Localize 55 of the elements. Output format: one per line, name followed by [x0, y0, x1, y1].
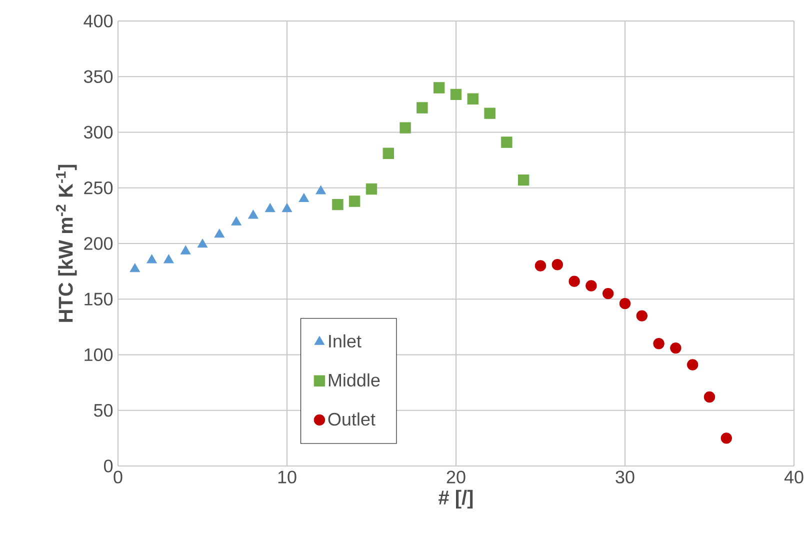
point [467, 93, 478, 104]
point [568, 276, 580, 287]
x-tick-label: 10 [278, 470, 296, 484]
point [670, 342, 682, 354]
y-tick-label: 150 [84, 292, 113, 306]
point [433, 82, 445, 94]
point [366, 183, 378, 195]
point [382, 148, 394, 159]
point [686, 359, 698, 370]
y-tick-label: 200 [84, 237, 113, 250]
point [130, 263, 140, 272]
y-tick-label: 250 [84, 181, 113, 194]
y-tick-label: 50 [94, 404, 113, 417]
x-tick-label: 0 [114, 470, 122, 484]
point [282, 203, 292, 212]
point [231, 216, 242, 226]
point [298, 193, 310, 202]
point [316, 185, 326, 194]
point [146, 254, 157, 264]
x-axis-title: # [/] [438, 490, 473, 509]
point [450, 88, 462, 100]
y-tick-label: 0 [104, 460, 113, 472]
point [248, 210, 258, 219]
point [264, 203, 276, 212]
point [619, 298, 631, 310]
point [400, 122, 411, 134]
y-tick-label: 400 [84, 14, 113, 28]
x-tick-label: 20 [446, 470, 466, 484]
x-tick-label: 30 [616, 470, 634, 484]
point [416, 102, 428, 114]
point [501, 136, 512, 148]
y-tick-label: 100 [84, 348, 113, 362]
point [636, 310, 648, 322]
point [332, 198, 344, 210]
point [552, 259, 563, 270]
point [180, 245, 191, 254]
y-axis-title: HTC [kW m$^{-2}$ K$^{-1}$] [56, 164, 77, 322]
point [586, 280, 597, 292]
point [197, 238, 208, 248]
y-tick-label: 350 [84, 70, 113, 83]
point [534, 260, 546, 272]
point [704, 391, 716, 403]
point [653, 338, 664, 350]
point [164, 254, 174, 264]
x-tick-label: 40 [784, 470, 804, 484]
point [484, 108, 496, 119]
legend-label: Inlet [329, 334, 362, 348]
y-tick-label: 300 [84, 126, 113, 139]
point [518, 174, 530, 186]
legend-label: Outlet [328, 412, 376, 426]
point [214, 228, 225, 238]
point [348, 196, 360, 207]
legend-label: Middle [328, 373, 380, 387]
point [602, 288, 614, 300]
point [720, 432, 732, 444]
